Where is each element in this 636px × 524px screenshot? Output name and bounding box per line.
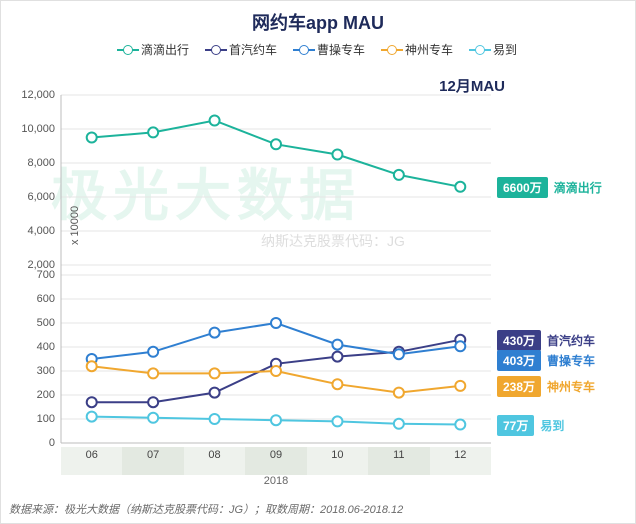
end-tag: 238万	[497, 376, 541, 397]
y-tick: 0	[49, 437, 61, 449]
y-tick: 10,000	[21, 123, 61, 135]
end-label: 403万曹操专车	[497, 350, 595, 371]
legend-marker	[471, 46, 489, 54]
subheader: 12月MAU	[439, 75, 505, 96]
legend-item: 神州专车	[383, 41, 453, 58]
x-tick: 12	[430, 447, 491, 475]
legend-item: 易到	[471, 41, 517, 58]
x-tick: 08	[184, 447, 245, 475]
x-tick: 11	[368, 447, 429, 475]
footer-source: 数据来源：极光大数据（纳斯达克股票代码：JG）；取数周期：2018.06-201…	[9, 501, 627, 517]
legend-marker	[383, 46, 401, 54]
legend-item: 曹操专车	[295, 41, 365, 58]
chart-container: 网约车app MAU 滴滴出行首汽约车曹操专车神州专车易到 12月MAU 极光大…	[0, 0, 636, 524]
end-tag: 6600万	[497, 177, 548, 198]
x-axis-year: 2018	[61, 475, 491, 491]
plot-svg	[61, 95, 491, 475]
legend-label: 首汽约车	[229, 41, 277, 58]
legend: 滴滴出行 首汽约车 曹操专车 神州专车 易到	[1, 41, 635, 58]
y-tick: 700	[37, 269, 61, 281]
end-name: 神州专车	[547, 378, 595, 395]
end-tag: 403万	[497, 350, 541, 371]
y-tick: 8,000	[27, 157, 61, 169]
x-tick: 10	[307, 447, 368, 475]
end-name: 易到	[540, 417, 564, 434]
end-name: 滴滴出行	[554, 179, 602, 196]
end-tag: 430万	[497, 330, 541, 351]
x-axis-band: 06070809101112	[61, 447, 491, 475]
end-label: 238万神州专车	[497, 376, 595, 397]
x-tick: 07	[122, 447, 183, 475]
x-tick: 09	[245, 447, 306, 475]
y-tick: 4,000	[27, 225, 61, 237]
legend-marker	[207, 46, 225, 54]
legend-label: 易到	[493, 41, 517, 58]
end-label: 77万易到	[497, 415, 564, 436]
end-name: 曹操专车	[547, 352, 595, 369]
end-name: 首汽约车	[547, 332, 595, 349]
y-tick: 300	[37, 365, 61, 377]
end-label: 6600万滴滴出行	[497, 177, 602, 198]
legend-label: 滴滴出行	[141, 41, 189, 58]
legend-label: 曹操专车	[317, 41, 365, 58]
y-tick: 200	[37, 389, 61, 401]
end-labels: 6600万滴滴出行430万首汽约车403万曹操专车238万神州专车77万易到	[497, 95, 636, 475]
legend-marker	[119, 46, 137, 54]
plot-area: x 10000 06070809101112 2018 2,0004,0006,…	[61, 95, 491, 475]
y-tick: 6,000	[27, 191, 61, 203]
chart-title: 网约车app MAU	[1, 1, 635, 35]
legend-item: 首汽约车	[207, 41, 277, 58]
y-tick: 400	[37, 341, 61, 353]
end-tag: 77万	[497, 415, 534, 436]
y-tick: 500	[37, 317, 61, 329]
y-tick: 12,000	[21, 89, 61, 101]
legend-label: 神州专车	[405, 41, 453, 58]
end-label: 430万首汽约车	[497, 330, 595, 351]
y-tick: 600	[37, 293, 61, 305]
legend-marker	[295, 46, 313, 54]
y-tick: 100	[37, 413, 61, 425]
x-tick: 06	[61, 447, 122, 475]
legend-item: 滴滴出行	[119, 41, 189, 58]
